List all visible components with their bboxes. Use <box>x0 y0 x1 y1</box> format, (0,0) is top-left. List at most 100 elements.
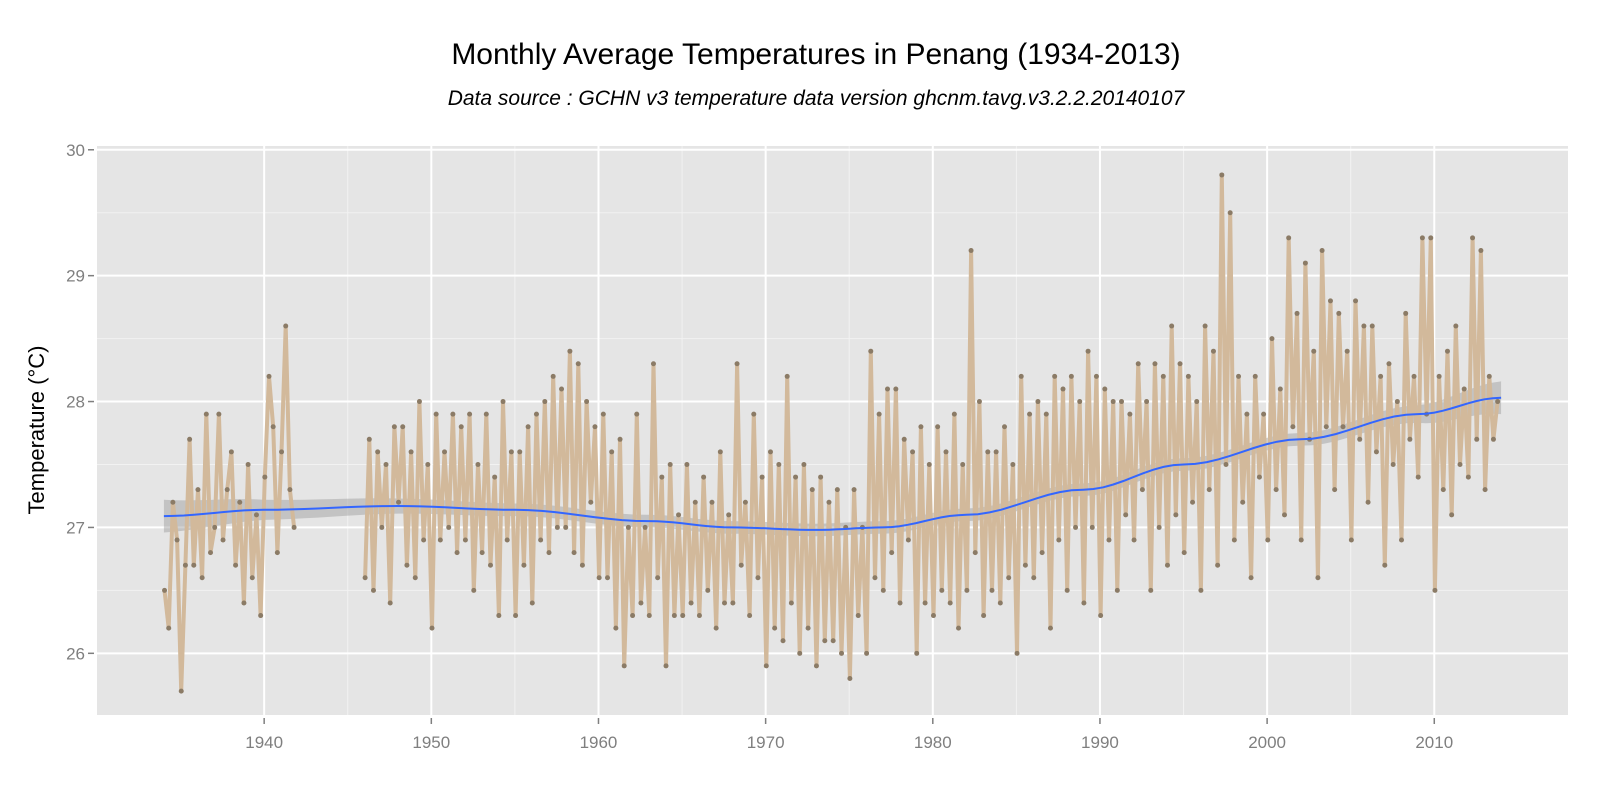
data-point <box>1031 575 1037 581</box>
data-point <box>830 638 836 644</box>
data-point <box>379 524 385 530</box>
data-point <box>872 575 878 581</box>
data-point <box>391 424 397 430</box>
data-point <box>709 499 715 505</box>
data-point <box>1461 386 1467 392</box>
data-point <box>1231 537 1237 543</box>
data-point <box>1465 474 1471 480</box>
data-point <box>162 587 168 593</box>
data-point <box>1419 235 1425 241</box>
data-point <box>1110 399 1116 405</box>
data-point <box>834 487 840 493</box>
data-point <box>1444 348 1450 354</box>
data-point <box>262 474 268 480</box>
data-point <box>370 587 376 593</box>
data-point <box>563 524 569 530</box>
data-point <box>692 499 698 505</box>
data-point <box>1432 587 1438 593</box>
data-point <box>801 461 807 467</box>
data-point <box>1093 373 1099 379</box>
data-point <box>747 613 753 619</box>
y-axis-label: Temperature (°C) <box>24 346 49 515</box>
data-point <box>997 600 1003 606</box>
data-point <box>249 575 255 581</box>
data-point <box>412 575 418 581</box>
data-point <box>1453 323 1459 329</box>
data-point <box>1119 399 1125 405</box>
data-point <box>496 613 502 619</box>
data-point <box>818 474 824 480</box>
data-point <box>266 373 272 379</box>
data-point <box>1298 537 1304 543</box>
data-point <box>1490 436 1496 442</box>
data-point <box>1064 587 1070 593</box>
data-point <box>1294 310 1300 316</box>
data-point <box>487 562 493 568</box>
x-tick-label: 1950 <box>412 733 450 752</box>
data-point <box>922 600 928 606</box>
y-tick-label: 26 <box>66 644 85 663</box>
data-point <box>1027 411 1033 417</box>
data-point <box>1240 499 1246 505</box>
data-point <box>1089 524 1095 530</box>
data-point <box>212 524 218 530</box>
data-point <box>993 449 999 455</box>
data-point <box>1206 487 1212 493</box>
data-point <box>638 600 644 606</box>
data-point <box>216 411 222 417</box>
data-point <box>1106 537 1112 543</box>
data-point <box>203 411 209 417</box>
data-point <box>1052 373 1058 379</box>
data-point <box>542 399 548 405</box>
data-point <box>550 373 556 379</box>
data-point <box>1152 361 1158 367</box>
data-point <box>1248 575 1254 581</box>
data-point <box>696 613 702 619</box>
data-point <box>1098 613 1104 619</box>
data-point <box>776 461 782 467</box>
data-point <box>1344 348 1350 354</box>
y-tick-label: 29 <box>66 267 85 286</box>
data-point <box>726 512 732 518</box>
data-point <box>1223 461 1229 467</box>
data-point <box>605 575 611 581</box>
data-point <box>1440 487 1446 493</box>
data-point <box>1327 298 1333 304</box>
data-point <box>475 461 481 467</box>
data-point <box>1436 373 1442 379</box>
data-point <box>1123 512 1129 518</box>
data-point <box>956 625 962 631</box>
data-point <box>705 587 711 593</box>
data-point <box>579 562 585 568</box>
data-point <box>404 562 410 568</box>
smooth-trend <box>163 396 1502 531</box>
data-point <box>191 562 197 568</box>
data-point <box>1315 575 1321 581</box>
data-point <box>592 424 598 430</box>
data-point <box>1127 411 1133 417</box>
data-point <box>813 663 819 669</box>
data-point <box>1010 461 1016 467</box>
data-point <box>889 550 895 556</box>
data-point <box>822 638 828 644</box>
data-point <box>454 550 460 556</box>
data-point <box>851 487 857 493</box>
data-point <box>864 650 870 656</box>
data-point <box>676 512 682 518</box>
data-point <box>279 449 285 455</box>
data-point <box>1428 235 1434 241</box>
data-point <box>508 449 514 455</box>
data-point <box>1085 348 1091 354</box>
data-point <box>1102 386 1108 392</box>
data-point <box>1277 386 1283 392</box>
data-point <box>784 373 790 379</box>
data-point <box>868 348 874 354</box>
data-point <box>362 575 368 581</box>
data-point <box>767 449 773 455</box>
data-point <box>1047 625 1053 631</box>
data-point <box>751 411 757 417</box>
data-point <box>617 436 623 442</box>
data-point <box>1336 310 1342 316</box>
data-point <box>763 663 769 669</box>
